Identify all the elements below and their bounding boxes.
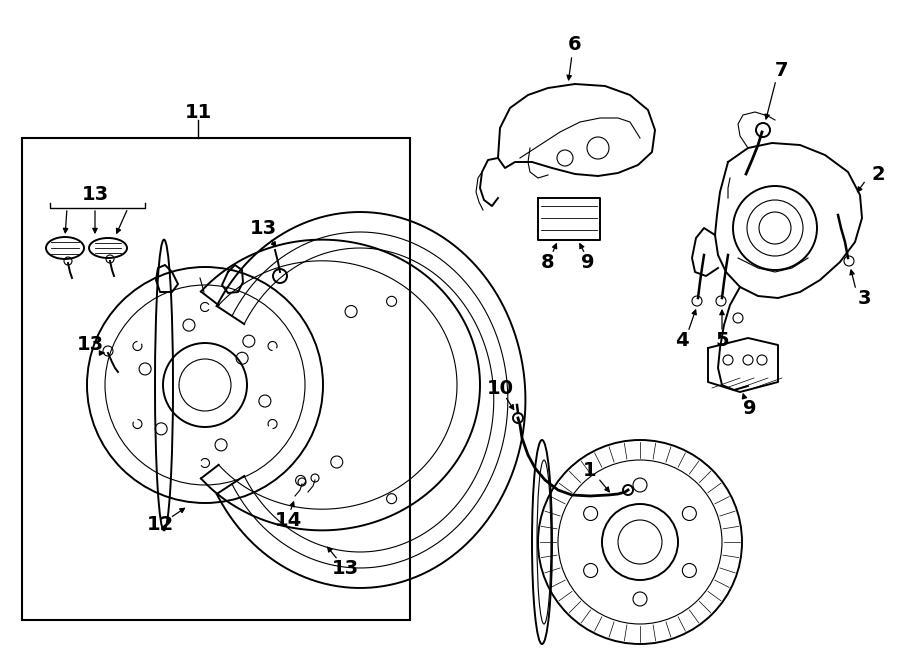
Text: 8: 8 [541,253,554,272]
Text: 13: 13 [76,336,104,354]
Text: 13: 13 [249,219,276,237]
Text: 2: 2 [871,165,885,184]
Text: 7: 7 [775,61,788,79]
Text: 5: 5 [716,330,729,350]
Text: 9: 9 [581,253,595,272]
Text: 11: 11 [184,102,212,122]
Text: 14: 14 [274,510,302,529]
Text: 6: 6 [568,36,581,54]
Bar [22,138,410,620]
Text: 3: 3 [857,288,871,307]
Text: 13: 13 [81,186,109,204]
Text: 1: 1 [583,461,597,479]
Text: 9: 9 [743,399,757,418]
Text: 10: 10 [487,379,514,397]
Text: 13: 13 [331,559,358,578]
Text: 12: 12 [147,516,174,535]
Text: 4: 4 [675,330,688,350]
